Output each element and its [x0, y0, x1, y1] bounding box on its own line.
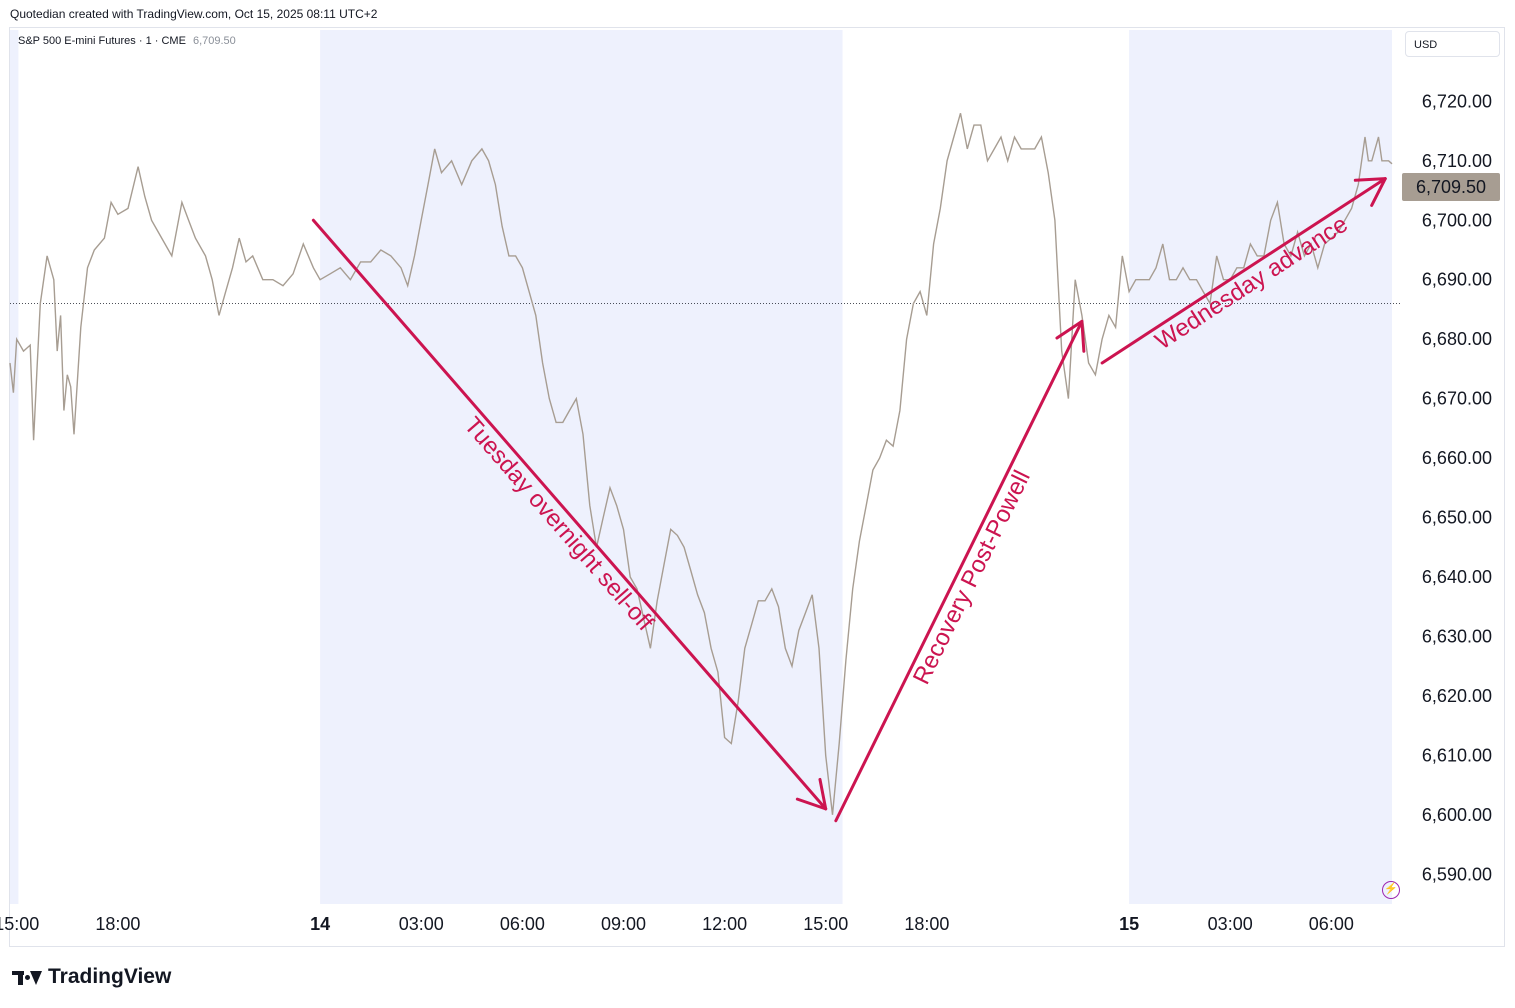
- symbol-name: S&P 500 E-mini Futures · 1 · CME: [18, 35, 186, 47]
- x-tick-label: 15: [1119, 914, 1139, 934]
- y-tick-label: 6,680.00: [1422, 329, 1492, 349]
- tradingview-logo[interactable]: TradingView: [12, 965, 171, 989]
- x-tick-label: 15:00: [0, 914, 39, 934]
- y-tick-label: 6,670.00: [1422, 389, 1492, 409]
- y-tick-label: 6,650.00: [1422, 508, 1492, 528]
- y-tick-label: 6,710.00: [1422, 151, 1492, 171]
- session-shade-1: [320, 30, 843, 904]
- session-shade-2: [1129, 30, 1392, 904]
- y-tick-label: 6,610.00: [1422, 745, 1492, 765]
- y-tick-label: 6,660.00: [1422, 448, 1492, 468]
- x-tick-label: 09:00: [601, 914, 646, 934]
- y-tick-label: 6,640.00: [1422, 567, 1492, 587]
- annotation-arrowhead-1: [1055, 319, 1086, 353]
- last-price-badge: 6,709.50: [1402, 173, 1500, 201]
- x-tick-label: 15:00: [803, 914, 848, 934]
- y-tick-label: 6,720.00: [1422, 91, 1492, 111]
- x-tick-label: 03:00: [399, 914, 444, 934]
- annotation-arrowhead-2: [1353, 177, 1387, 207]
- annotation-arrow-1: [834, 319, 1084, 823]
- x-tick-label: 06:00: [500, 914, 545, 934]
- symbol-info: S&P 500 E-mini Futures · 1 · CME 6,709.5…: [18, 35, 236, 47]
- x-tick-label: 18:00: [95, 914, 140, 934]
- x-tick-label: 14: [310, 914, 330, 934]
- x-tick-label: 18:00: [904, 914, 949, 934]
- annotation-label-1: Recovery Post-Powell: [908, 466, 1036, 689]
- lightning-bolt-icon[interactable]: ⚡: [1382, 881, 1400, 899]
- x-tick-label: 06:00: [1309, 914, 1354, 934]
- brand-name: TradingView: [48, 965, 172, 988]
- price-series-line: [9, 113, 1393, 815]
- y-tick-label: 6,600.00: [1422, 805, 1492, 825]
- x-tick-label: 12:00: [702, 914, 747, 934]
- y-tick-label: 6,590.00: [1422, 864, 1492, 884]
- annotation-arrow-2: [1100, 177, 1387, 365]
- annotation-arrow-0: [311, 218, 828, 811]
- x-axis-ticks: 15:00 18:00 14 03:00 06:00 09:00 12:00 15:00 18:…: [0, 914, 1354, 934]
- x-tick-label: 03:00: [1208, 914, 1253, 934]
- y-tick-label: 6,630.00: [1422, 626, 1492, 646]
- y-tick-label: 6,690.00: [1422, 270, 1492, 290]
- chart-frame: [9, 27, 1505, 947]
- y-axis-ticks: 6,590.00 6,600.00 6,610.00 6,620.00 6,630.00…: [1422, 32, 1492, 884]
- y-tick-label: 6,700.00: [1422, 210, 1492, 230]
- currency-selector[interactable]: USD: [1405, 31, 1500, 57]
- symbol-last-price: 6,709.50: [192, 35, 236, 47]
- session-shade-0: [10, 30, 19, 904]
- y-tick-label: 6,620.00: [1422, 686, 1492, 706]
- tradingview-logo-icon: [12, 967, 42, 987]
- chart-credit: Quotedian created with TradingView.com, …: [10, 7, 378, 21]
- annotation-arrowhead-0: [795, 777, 828, 811]
- session-shading: [10, 30, 1392, 904]
